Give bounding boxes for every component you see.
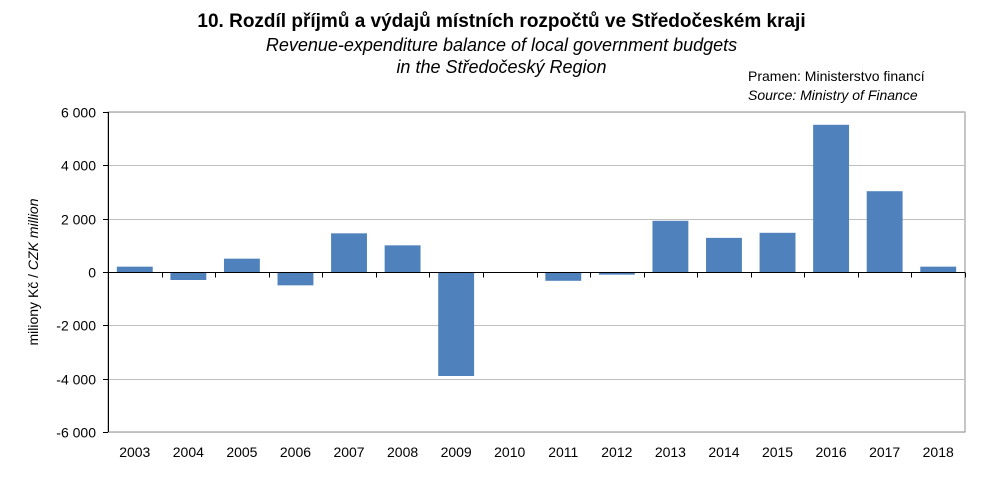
bar-2013 [652,220,689,272]
x-tick-label: 2004 [173,444,204,460]
bar-2008 [384,245,421,272]
bar-2018 [920,266,957,272]
bar-2012 [598,272,635,275]
y-tick-label: 4 000 [61,158,96,174]
y-axis-label: miliony Kč / CZK million [25,198,41,345]
bar-2015 [759,232,796,272]
bar-2009 [438,272,475,376]
x-tick-label: 2012 [601,444,632,460]
y-tick-label: 2 000 [61,212,96,228]
x-tick-label: 2010 [494,444,525,460]
y-tick-label: -4 000 [56,372,96,388]
x-tick-label: 2008 [387,444,418,460]
y-axis-label-cz: miliony Kč [25,282,41,346]
bar-2007 [331,233,367,272]
bar-2016 [813,124,850,272]
x-tick-label: 2003 [119,444,150,460]
y-tick-label: 6 000 [61,105,96,121]
bar-2017 [866,191,903,272]
bars [116,124,957,376]
bar-2006 [277,272,314,286]
source-cz: Pramen: Ministerstvo financí [748,68,925,84]
chart-title: 10. Rozdíl příjmů a výdajů místních rozp… [197,11,806,32]
axes [103,112,966,433]
bar-2011 [545,272,582,281]
x-tick-label: 2005 [226,444,257,460]
bar-2014 [706,237,742,272]
bar-2003 [116,266,153,272]
y-tick-labels: 6 000 4 000 2 000 0 -2 000 -4 000 -6 000 [56,105,96,441]
x-tick-label: 2018 [923,444,954,460]
x-tick-label: 2015 [762,444,793,460]
x-tick-labels: 2003 2004 2005 2006 2007 2008 2009 2010 2011 2012… [119,444,954,460]
x-tick-label: 2006 [280,444,311,460]
x-tick-label: 2011 [548,444,578,460]
x-tick-label: 2007 [333,444,364,460]
x-tick-label: 2017 [869,444,900,460]
bar-2005 [223,258,260,272]
y-tick-label: -6 000 [56,425,96,441]
x-tick-label: 2014 [708,444,739,460]
bar-2004 [170,272,207,280]
x-tick-label: 2013 [655,444,686,460]
chart-subtitle-line1: Revenue-expenditure balance of local gov… [265,35,738,55]
source-en: Source: Ministry of Finance [748,87,918,103]
source-note: Pramen: Ministerstvo financí Source: Min… [748,67,925,105]
y-axis-label-en: CZK million [25,198,41,270]
x-tick-label: 2009 [441,444,472,460]
y-axis-label-sep: / [25,270,41,282]
chart-title-block: 10. Rozdíl příjmů a výdajů místních rozp… [0,10,1003,78]
x-tick-label: 2016 [816,444,847,460]
y-tick-label: 0 [88,265,96,281]
y-tick-label: -2 000 [56,318,96,334]
chart-subtitle-line2: in the Středočeský Region [396,57,607,77]
